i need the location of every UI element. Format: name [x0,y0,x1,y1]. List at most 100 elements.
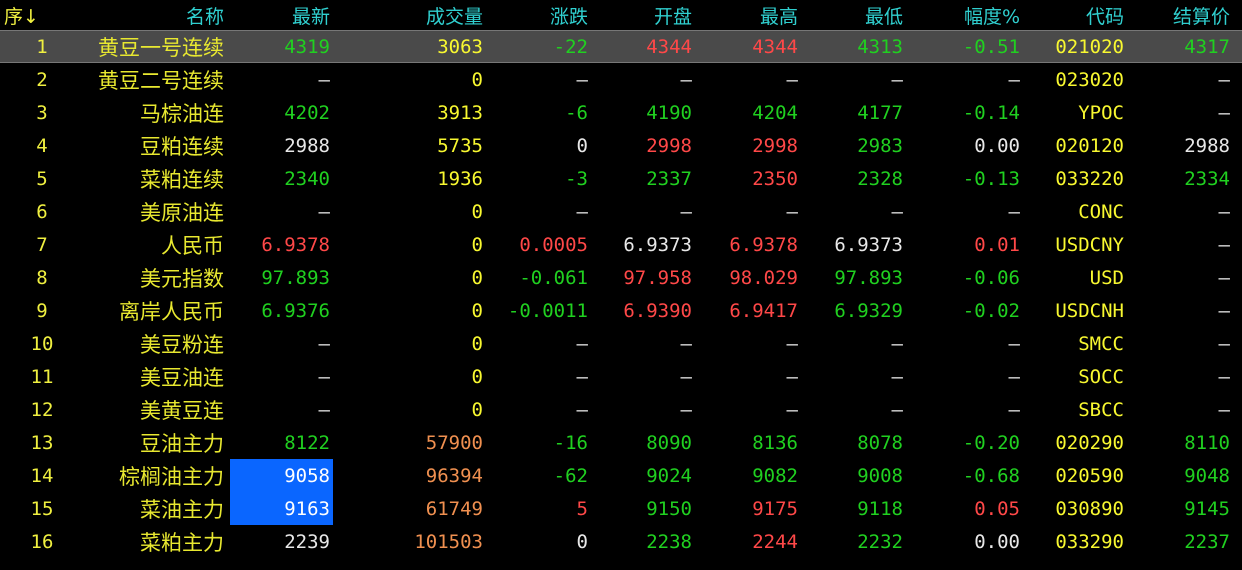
cell-settle: 2988 [1184,134,1230,157]
cell-change: — [576,68,588,91]
instrument-name[interactable]: 黄豆一号连续 [98,35,224,60]
instrument-name[interactable]: 豆油主力 [140,431,224,456]
cell-latest: 2988 [284,134,330,157]
cell-settle: — [1218,365,1230,388]
instrument-name[interactable]: 美原油连 [140,200,224,225]
instrument-name[interactable]: 棕榈油主力 [119,464,224,489]
cell-volume: 61749 [425,497,483,520]
instrument-name[interactable]: 美黄豆连 [140,398,224,423]
instrument-name[interactable]: 菜粕主力 [140,530,224,555]
cell-settle: — [1218,398,1230,421]
table-row[interactable]: 12 美黄豆连 — 0 — — — — — SBCC — [0,393,1242,426]
table-row[interactable]: 4 豆粕连续 2988 5735 0 2998 2998 2983 0.00 020120 2988 [0,129,1242,162]
instrument-name[interactable]: 美豆油连 [140,365,224,390]
table-row[interactable]: 8 美元指数 97.893 0 -0.061 97.958 98.029 97.893 -0.0… [0,261,1242,294]
instrument-name[interactable]: 美豆粉连 [140,332,224,357]
cell-code: USD [1089,266,1124,289]
column-header-volume[interactable]: 成交量 [425,5,483,28]
cell-code: 020590 [1055,464,1124,487]
cell-open: 4344 [646,35,692,58]
table-row[interactable]: 16 菜粕主力 2239 101503 0 2238 2244 2232 0.00 033290 2… [0,525,1242,558]
instrument-name[interactable]: 离岸人民币 [119,299,224,324]
cell-high: — [786,200,798,223]
cell-code: 020120 [1055,134,1124,157]
table-row[interactable]: 7 人民币 6.9378 0 0.0005 6.9373 6.9378 6.9373 0.01 U… [0,228,1242,261]
instrument-name[interactable]: 人民币 [161,233,224,258]
column-header-change[interactable]: 涨跌 [549,5,588,28]
cell-settle: — [1218,299,1230,322]
column-header-settle[interactable]: 结算价 [1172,5,1230,28]
cell-latest: — [318,398,330,421]
cell-low: 8078 [857,431,903,454]
cell-change: 0 [576,530,588,553]
column-header-code[interactable]: 代码 [1085,5,1124,28]
row-index: 10 [30,332,54,355]
instrument-name[interactable]: 马棕油连 [140,101,224,126]
column-header-open[interactable]: 开盘 [653,5,692,28]
cell-low: 9008 [857,464,903,487]
cell-code: 023020 [1055,68,1124,91]
table-row[interactable]: 3 马棕油连 4202 3913 -6 4190 4204 4177 -0.14 YPOC — [0,96,1242,129]
cell-volume: 0 [471,233,483,256]
table-row[interactable]: 9 离岸人民币 6.9376 0 -0.0011 6.9390 6.9417 6.9329 -0… [0,294,1242,327]
cell-change: — [576,332,588,355]
column-header-high[interactable]: 最高 [759,5,798,28]
cell-high: 8136 [752,431,798,454]
cell-change-pct: 0.00 [974,134,1020,157]
cell-change: -22 [553,35,588,58]
column-header-change-pct[interactable]: 幅度% [963,5,1020,28]
instrument-name[interactable]: 美元指数 [140,266,224,291]
row-index: 14 [30,464,54,487]
cell-settle: 2334 [1184,167,1230,190]
instrument-name[interactable]: 豆粕连续 [140,134,224,159]
row-index: 6 [36,200,48,223]
cell-low: — [891,398,903,421]
column-header-index[interactable]: 序↓ [4,5,39,28]
cell-change: -62 [553,464,588,487]
row-index: 15 [30,497,54,520]
table-row[interactable]: 13 豆油主力 8122 57900 -16 8090 8136 8078 -0.20 02029… [0,426,1242,459]
cell-volume: 5735 [437,134,483,157]
cell-open: 2238 [646,530,692,553]
table-row[interactable]: 14 棕榈油主力 9058 96394 -62 9024 9082 9008 -0.68 0205… [0,459,1242,492]
cell-settle: — [1218,266,1230,289]
column-header-low[interactable]: 最低 [864,5,903,28]
table-row[interactable]: 15 菜油主力 9163 61749 5 9150 9175 9118 0.05 030890 91… [0,492,1242,525]
cell-open: 97.958 [623,266,692,289]
cell-change: -6 [565,101,588,124]
cell-high: 6.9378 [729,233,798,256]
cell-change: -3 [565,167,588,190]
cell-latest: 2340 [284,167,330,190]
cell-change: -0.061 [519,266,588,289]
instrument-name[interactable]: 菜粕连续 [140,167,224,192]
table-row[interactable]: 6 美原油连 — 0 — — — — — CONC — [0,195,1242,228]
cell-high: 9082 [752,464,798,487]
instrument-name[interactable]: 黄豆二号连续 [98,68,224,93]
cell-latest: 6.9376 [261,299,330,322]
cell-high: 2244 [752,530,798,553]
cell-volume: 0 [471,68,483,91]
column-header-name[interactable]: 名称 [185,5,224,28]
table-row[interactable]: 1 黄豆一号连续 4319 3063 -22 4344 4344 4313 -0.51 02102… [0,30,1242,63]
cell-open: 4190 [646,101,692,124]
table-header: 序↓ 名称 最新 成交量 涨跌 开盘 最高 最低 幅度% 代码 结算价 [0,0,1242,30]
cell-change-pct: — [1008,200,1020,223]
table-row[interactable]: 5 菜粕连续 2340 1936 -3 2337 2350 2328 -0.13 033220 23… [0,162,1242,195]
cell-high: 4204 [752,101,798,124]
instrument-name[interactable]: 菜油主力 [140,497,224,522]
table-row[interactable]: 11 美豆油连 — 0 — — — — — SOCC — [0,360,1242,393]
table-row[interactable]: 2 黄豆二号连续 — 0 — — — — — 023020 — [0,63,1242,96]
cell-open: — [680,68,692,91]
cell-low: — [891,200,903,223]
cell-change-pct: -0.20 [962,431,1020,454]
column-header-latest[interactable]: 最新 [291,5,330,28]
cell-change-pct: — [1008,365,1020,388]
table-row[interactable]: 10 美豆粉连 — 0 — — — — — SMCC — [0,327,1242,360]
cell-open: 9024 [646,464,692,487]
cell-high: 2350 [752,167,798,190]
cell-open: — [680,200,692,223]
row-index: 8 [36,266,48,289]
cell-high: — [786,68,798,91]
cell-volume: 0 [471,266,483,289]
cell-high: 2998 [752,134,798,157]
